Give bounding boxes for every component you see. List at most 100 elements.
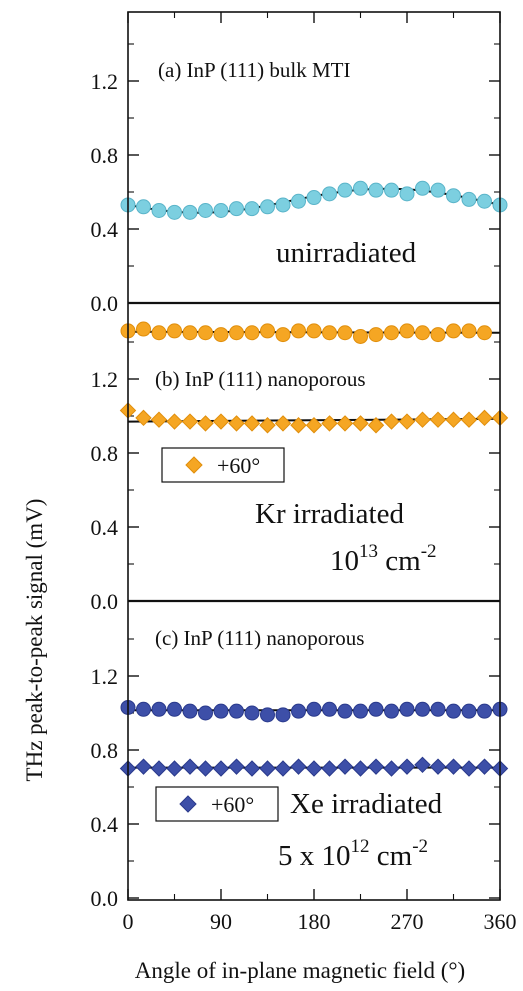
data-point-diamond — [367, 758, 385, 775]
data-point-diamond — [290, 417, 307, 434]
data-point-circle — [151, 325, 167, 341]
panel-c-annotation-line2: 5 x 1012 cm-2 — [278, 836, 428, 872]
data-point-circle — [291, 703, 306, 719]
panel-b-dose-unit: cm — [378, 545, 421, 577]
panel-c-legend-text: +60° — [211, 792, 254, 817]
data-point-diamond — [460, 760, 478, 777]
data-point-diamond — [150, 760, 168, 777]
panel-b-dose-base: 10 — [330, 545, 359, 577]
data-point-circle — [461, 703, 477, 719]
data-point-circle — [275, 707, 291, 723]
data-point-circle — [306, 323, 322, 339]
data-point-circle — [477, 325, 492, 341]
data-point-circle — [244, 325, 260, 341]
panel-b-legend: +60° — [161, 447, 285, 483]
data-point-circle — [337, 182, 353, 198]
data-point-circle — [213, 327, 229, 343]
panel-c-marks — [119, 699, 509, 777]
data-point-circle — [151, 701, 167, 717]
y-tick-label: 0.8 — [91, 441, 119, 466]
data-point-circle — [260, 199, 275, 215]
data-point-circle — [322, 186, 337, 202]
data-point-circle — [229, 201, 244, 217]
data-point-circle — [136, 701, 151, 717]
data-point-circle — [353, 703, 368, 719]
data-point-circle — [368, 327, 384, 343]
data-point-diamond — [336, 415, 354, 432]
panel-b-marks — [119, 321, 509, 434]
data-point-diamond — [305, 760, 323, 777]
data-point-circle — [260, 707, 275, 723]
panel-b: 0.0 0.4 0.8 1.2 (b) InP (111) nanoporous +6… — [91, 321, 509, 614]
data-point-diamond — [383, 413, 400, 430]
data-point-circle — [415, 701, 430, 717]
data-point-circle — [337, 325, 353, 341]
data-point-circle — [275, 327, 291, 343]
data-point-circle — [368, 182, 384, 198]
data-point-diamond — [398, 758, 416, 775]
y-tick-label: 1.2 — [91, 367, 119, 392]
data-point-circle — [477, 193, 492, 209]
data-point-diamond — [460, 411, 478, 428]
data-point-circle — [136, 321, 151, 337]
data-point-circle — [446, 703, 461, 719]
x-tick-label: 180 — [298, 909, 331, 934]
data-point-diamond — [352, 415, 369, 432]
panel-b-annotation-line1: Kr irradiated — [255, 498, 404, 530]
panel-a-label: (a) InP (111) bulk MTI — [158, 58, 350, 82]
data-point-diamond — [212, 760, 230, 777]
data-point-diamond — [305, 417, 323, 434]
data-point-circle — [291, 323, 306, 339]
data-point-circle — [477, 703, 492, 719]
data-point-diamond — [290, 758, 307, 775]
data-point-diamond — [383, 760, 400, 777]
data-point-circle — [399, 701, 415, 717]
data-point-circle — [322, 325, 337, 341]
data-point-circle — [182, 204, 198, 220]
y-tick-label: 0.4 — [91, 217, 119, 242]
data-point-circle — [461, 323, 477, 339]
panel-a-ticks: 0.0 0.4 0.8 1.2 — [91, 43, 500, 316]
data-point-diamond — [150, 411, 168, 428]
data-point-circle — [461, 191, 477, 207]
data-point-diamond — [476, 409, 493, 427]
data-point-circle — [167, 323, 182, 339]
panel-c: 0.0 0.4 0.8 1.2 (c) InP (111) nanoporous +6… — [91, 622, 509, 911]
data-point-diamond — [274, 415, 292, 432]
data-point-diamond — [429, 411, 447, 428]
data-point-circle — [430, 701, 446, 717]
data-point-circle — [229, 325, 244, 341]
data-point-diamond — [445, 411, 462, 428]
panel-a-marks — [120, 180, 508, 220]
panel-c-legend-marker — [179, 795, 197, 813]
panel-c-label: (c) InP (111) nanoporous — [155, 626, 364, 650]
panel-a: 0.0 0.4 0.8 1.2 (a) InP (111) bulk MTI unir… — [91, 43, 508, 316]
panel-c-legend: +60° — [155, 786, 279, 822]
data-point-diamond — [274, 760, 292, 777]
y-tick-label: 1.2 — [91, 664, 119, 689]
data-point-diamond — [367, 417, 385, 434]
data-point-diamond — [321, 760, 338, 777]
y-axis-title: THz peak-to-peak signal (mV) — [22, 499, 47, 782]
data-point-circle — [213, 203, 229, 218]
data-point-circle — [291, 193, 306, 209]
data-point-diamond — [414, 411, 431, 428]
y-tick-label: 0.8 — [91, 738, 119, 763]
data-point-diamond — [135, 409, 152, 427]
data-point-circle — [415, 180, 430, 196]
data-point-circle — [244, 201, 260, 217]
y-tick-label: 0.0 — [91, 589, 119, 614]
panel-a-annotation: unirradiated — [276, 237, 417, 269]
panel-c-legend-box — [155, 786, 279, 822]
x-tick-label: 270 — [391, 909, 424, 934]
panel-b-ticks: 0.0 0.4 0.8 1.2 — [91, 341, 500, 614]
panel-c-annotation-line1: Xe irradiated — [290, 788, 443, 820]
data-point-circle — [306, 701, 322, 717]
data-point-diamond — [398, 413, 416, 430]
y-tick-label: 0.0 — [91, 886, 119, 911]
data-point-circle — [198, 203, 213, 218]
data-point-diamond — [414, 756, 431, 774]
data-point-diamond — [197, 415, 214, 432]
data-point-circle — [368, 701, 384, 717]
data-point-diamond — [228, 415, 245, 432]
